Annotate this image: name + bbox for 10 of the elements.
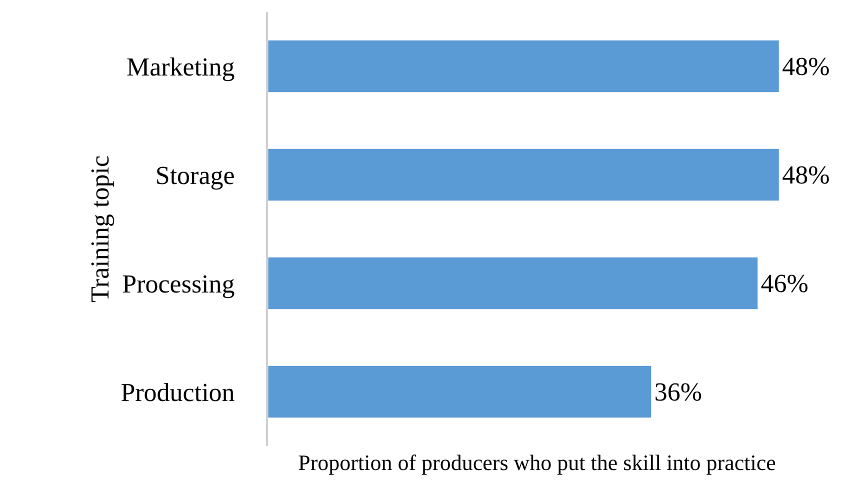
data-label: 48% [782, 160, 830, 190]
data-label: 36% [654, 377, 702, 406]
y-tick-label: Marketing [126, 52, 235, 82]
data-label: 48% [782, 52, 830, 81]
x-axis-title: Proportion of producers who put the skill into practice [298, 450, 776, 475]
y-tick-label: Production [120, 378, 235, 407]
y-tick-label: Storage [155, 160, 235, 190]
y-tick-label: Processing [122, 269, 235, 298]
data-label: 46% [760, 268, 808, 298]
y-axis-title: Training topic [86, 155, 115, 303]
